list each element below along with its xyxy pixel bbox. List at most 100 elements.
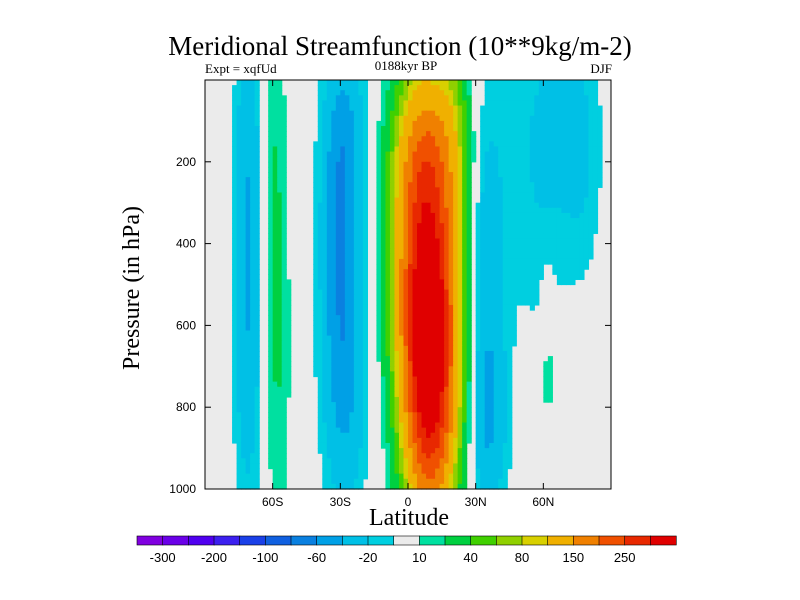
field-cell [232,166,238,173]
field-cell [394,361,400,367]
field-cell [502,182,508,188]
field-cell [358,376,364,383]
field-cell [489,381,495,388]
field-cell [394,141,400,148]
field-cell [502,432,508,439]
y-tick-label: 200 [176,155,196,169]
field-cell [250,243,256,250]
field-cell [358,136,364,142]
field-cell [344,172,350,178]
field-cell [498,172,504,178]
field-cell [317,356,323,362]
field-cell [331,187,337,194]
field-cell [326,304,332,311]
field-cell [380,279,387,286]
field-cell [358,468,364,475]
field-cell [592,95,599,102]
field-cell [498,473,504,480]
field-cell [520,264,526,270]
field-cell [236,335,242,342]
field-cell [525,100,531,107]
field-cell [457,253,463,260]
field-cell [277,161,283,168]
field-cell [448,371,454,378]
field-cell [250,376,256,383]
field-cell [277,156,283,163]
field-cell [520,115,526,122]
field-cell [385,422,391,429]
field-cell [403,432,409,439]
field-cell [272,269,278,275]
field-cell [380,172,387,178]
field-cell [322,366,328,373]
field-cell [394,126,400,132]
field-cell [331,289,337,296]
field-cell [439,356,445,362]
field-cell [344,335,350,342]
field-cell [245,264,251,270]
field-cell [448,218,454,224]
field-cell [268,453,274,459]
field-cell [502,330,508,337]
field-cell [254,315,260,321]
field-cell [453,212,459,219]
field-cell [480,253,486,260]
field-cell [281,391,287,398]
field-cell [326,442,332,449]
field-cell [250,120,256,127]
field-cell [398,356,405,362]
field-cell [457,136,463,142]
field-cell [412,269,418,275]
field-cell [340,483,346,490]
field-cell [417,264,423,270]
field-cell [376,304,382,311]
field-cell [326,468,332,475]
field-cell [588,100,594,107]
field-cell [326,448,332,454]
field-cell [376,192,382,199]
field-cell [502,151,508,158]
field-cell [412,151,418,158]
field-cell [317,391,323,398]
field-cell [250,238,256,245]
field-cell [592,218,599,224]
field-cell [435,146,441,153]
field-cell [250,228,256,234]
field-cell [272,264,278,270]
field-cell [484,299,490,306]
field-cell [570,264,576,270]
field-cell [380,248,387,255]
field-cell [340,85,346,91]
field-cell [250,381,256,388]
field-cell [376,177,382,183]
field-cell [331,386,337,393]
field-cell [534,274,540,280]
field-cell [421,432,427,439]
field-cell [245,274,251,280]
field-cell [272,197,278,204]
field-cell [385,391,391,398]
field-cell [507,156,513,163]
field-cell [335,248,341,255]
field-cell [317,95,323,102]
field-cell [317,417,323,424]
field-cell [317,100,323,107]
field-cell [498,146,504,153]
field-cell [466,330,472,337]
field-cell [322,187,328,194]
field-cell [547,136,553,142]
field-cell [579,187,585,194]
field-cell [376,279,382,286]
field-cell [480,192,486,199]
field-cell [286,386,292,393]
field-cell [457,202,463,209]
field-cell [317,284,323,291]
field-cell [520,126,526,132]
field-cell [426,131,432,137]
field-cell [529,182,535,188]
field-cell [232,243,238,250]
field-cell [331,177,337,183]
field-cell [520,156,526,163]
field-cell [241,187,247,194]
field-cell [326,212,332,219]
